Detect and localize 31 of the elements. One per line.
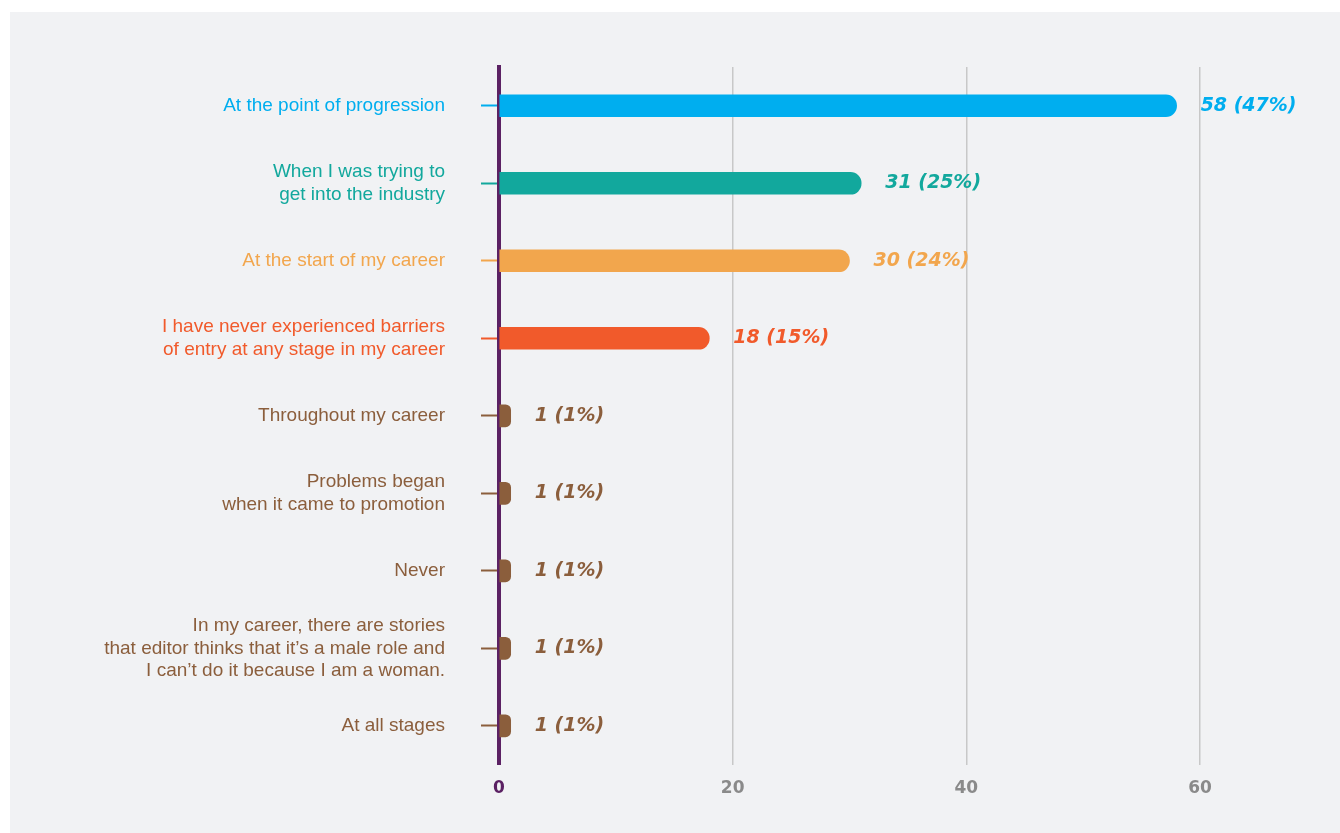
bar [499,481,512,505]
y-tick-label: When I was trying to get into the industry [272,160,446,204]
bar [499,404,512,428]
y-tick-label: At the start of my career [242,249,446,271]
x-tick-label: 0 [493,777,506,798]
data-label: 1 (1%) [534,557,605,580]
bar [499,249,850,273]
data-label: 1 (1%) [534,635,605,658]
data-label: 30 (24%) [873,247,970,270]
data-label: 1 (1%) [534,402,605,425]
bar [499,714,512,738]
y-tick-label: Never [394,559,446,581]
y-tick-label: At the point of progression [223,93,445,115]
x-tick-label: 60 [1188,777,1212,798]
data-label: 1 (1%) [534,712,605,735]
bar [499,637,512,660]
data-label: 1 (1%) [534,480,605,503]
data-label: 18 (15%) [733,325,830,348]
x-tick-label: 40 [954,777,979,798]
y-tick-label: In my career, there are stories that editor thinks that it’s a male role and I can’t do it because I am a woman. [104,613,445,681]
y-tick-label: I have never experienced barriers of entry at any stage in my career [161,315,446,359]
x-tick-label: 20 [720,777,745,798]
bar [499,559,512,583]
y-tick-label: Problems began when it came to promotion [221,470,445,514]
data-label: 31 (25%) [885,170,982,193]
bar [499,171,862,195]
data-label: 58 (47%) [1200,92,1297,115]
bar [499,326,710,350]
y-tick-label: At all stages [341,714,445,736]
bar [499,94,1177,118]
y-tick-label: Throughout my career [258,404,446,426]
